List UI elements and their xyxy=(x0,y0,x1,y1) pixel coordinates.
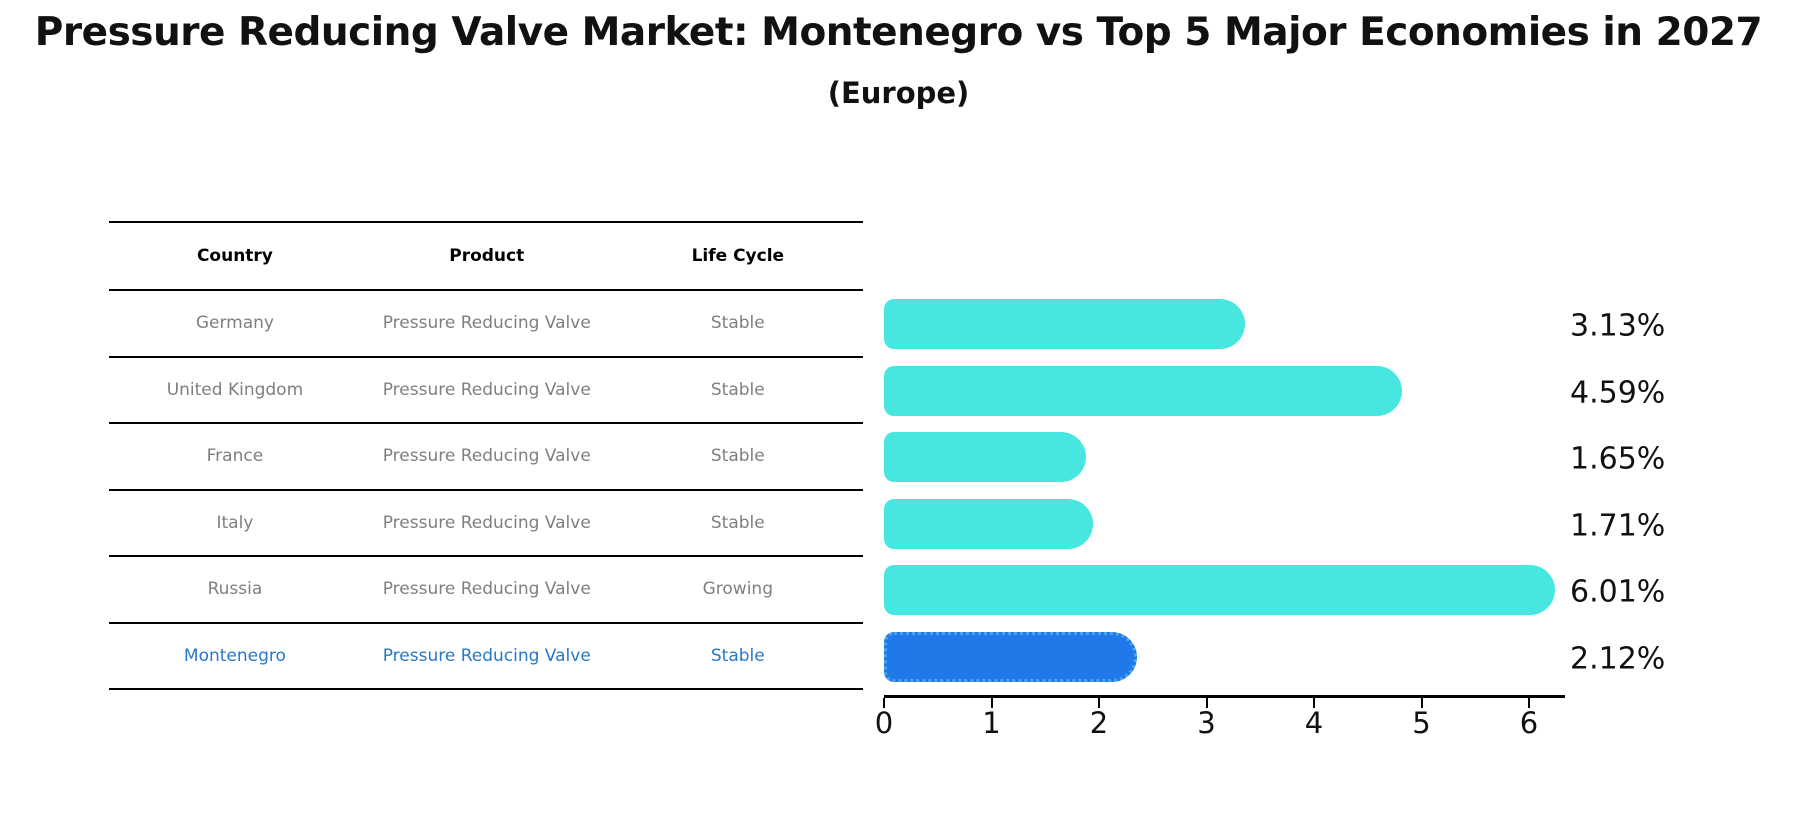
table-cell-product: Pressure Reducing Valve xyxy=(382,512,591,533)
table-cell-life-cycle: Stable xyxy=(710,446,765,467)
bar-united-kingdom xyxy=(884,365,1403,416)
table-header-country: Country xyxy=(196,246,273,266)
table-row: Germany Pressure Reducing Valve Stable xyxy=(109,291,863,358)
x-axis-tick-label: 2 xyxy=(1089,706,1109,740)
table-cell-country: Italy xyxy=(216,512,254,533)
x-axis-tick-mark xyxy=(990,698,993,708)
x-axis-tick-label: 0 xyxy=(874,706,894,740)
bar-value-label: 3.13% xyxy=(1570,308,1666,344)
table-cell-life-cycle: Stable xyxy=(710,512,765,533)
table-body: Germany Pressure Reducing Valve Stable Unit… xyxy=(109,291,863,690)
table-row: Russia Pressure Reducing Valve Growing xyxy=(109,557,863,624)
x-axis-tick-label: 5 xyxy=(1412,706,1431,740)
x-axis-tick-mark xyxy=(1205,698,1208,708)
table-header-life-cycle: Life Cycle xyxy=(691,246,785,266)
table-cell-life-cycle: Stable xyxy=(710,645,765,666)
table-cell-product: Pressure Reducing Valve xyxy=(382,446,591,467)
x-axis-tick-mark xyxy=(1420,698,1423,708)
table-cell-country: Germany xyxy=(195,313,274,334)
bar-value-label: 6.01% xyxy=(1570,574,1666,610)
x-axis-tick-mark xyxy=(1098,698,1100,708)
table-row: Italy Pressure Reducing Valve Stable xyxy=(109,491,863,557)
bar-germany xyxy=(884,299,1246,349)
x-axis-tick-label: 1 xyxy=(982,706,1001,740)
table-header-product: Product xyxy=(449,246,525,266)
x-axis-tick-label: 3 xyxy=(1197,706,1216,740)
x-axis-tick-mark xyxy=(1528,698,1530,708)
table-cell-life-cycle: Stable xyxy=(710,379,765,400)
x-axis-tick-label: 6 xyxy=(1519,706,1539,740)
bar-france xyxy=(884,432,1087,482)
table-cell-product: Pressure Reducing Valve xyxy=(382,379,591,400)
x-axis-tick-mark xyxy=(883,698,885,708)
bar-value-label: 1.65% xyxy=(1570,441,1666,477)
bar-value-label: 4.59% xyxy=(1570,375,1666,410)
table-cell-product: Pressure Reducing Valve xyxy=(382,579,591,600)
page-subtitle: (Europe) xyxy=(827,76,970,110)
bar-russia xyxy=(884,565,1556,615)
x-axis-line xyxy=(884,695,1565,698)
table-cell-life-cycle: Growing xyxy=(702,579,773,600)
table-row: France Pressure Reducing Valve Stable xyxy=(109,424,863,491)
table-row: Montenegro Pressure Reducing Valve Stable xyxy=(109,624,863,690)
page-title: Pressure Reducing Valve Market: Monteneg… xyxy=(34,10,1763,55)
table-cell-country: Russia xyxy=(207,579,263,600)
bar-value-label: 2.12% xyxy=(1570,641,1666,676)
x-axis-tick-mark xyxy=(1313,698,1315,708)
table-cell-country: Montenegro xyxy=(183,645,286,666)
table-cell-country: United Kingdom xyxy=(166,379,304,400)
table-cell-product: Pressure Reducing Valve xyxy=(382,645,591,666)
table-cell-country: France xyxy=(206,446,264,467)
bar-montenegro xyxy=(884,631,1137,682)
table-row: United Kingdom Pressure Reducing Valve Sta… xyxy=(109,358,863,424)
x-axis-tick-label: 4 xyxy=(1304,706,1324,740)
bar-value-label: 1.71% xyxy=(1570,508,1666,543)
table-cell-product: Pressure Reducing Valve xyxy=(382,313,591,334)
data-table: Country Product Life Cycle Germany Pressu… xyxy=(109,221,863,690)
bar-italy xyxy=(884,498,1093,549)
table-cell-life-cycle: Stable xyxy=(710,313,765,334)
table-header-row: Country Product Life Cycle xyxy=(109,223,863,291)
